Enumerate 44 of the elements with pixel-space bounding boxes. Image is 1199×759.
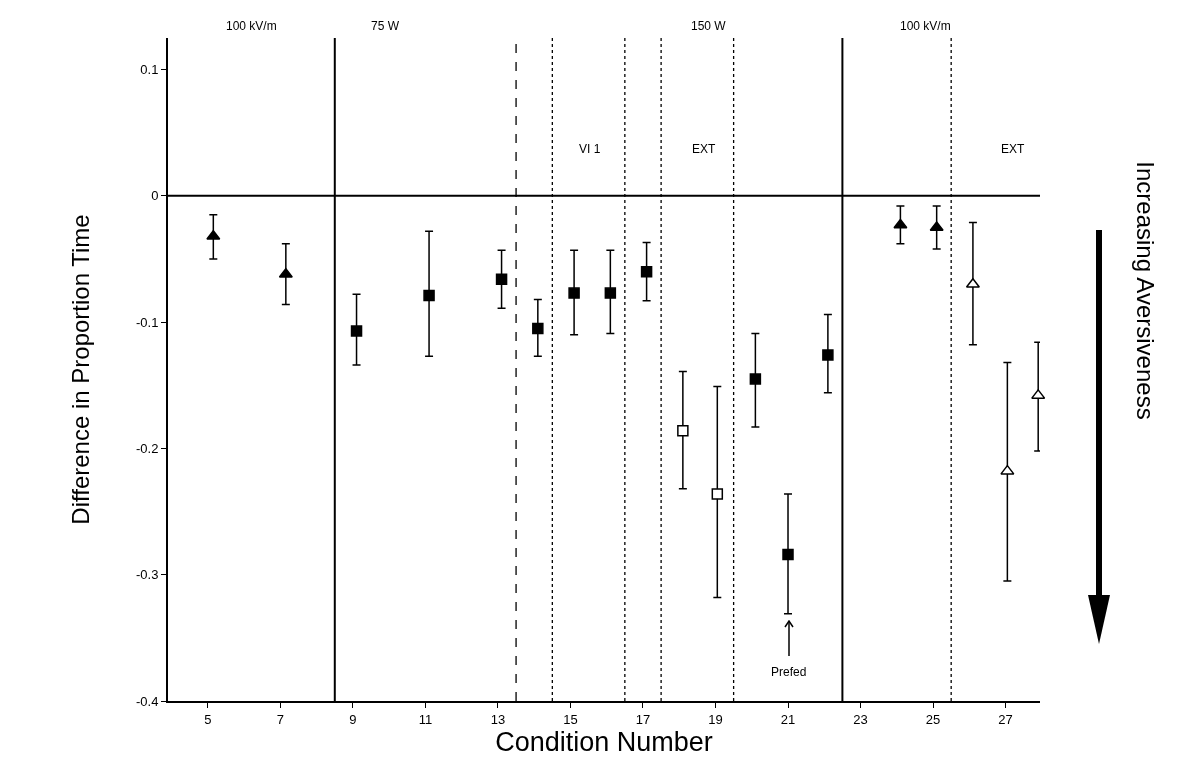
annotation: EXT bbox=[692, 142, 717, 156]
point bbox=[782, 548, 794, 561]
point bbox=[640, 265, 653, 278]
x-tick-label: 25 bbox=[925, 711, 941, 727]
x-tick-label: 17 bbox=[635, 711, 651, 727]
x-tick-label: 5 bbox=[204, 711, 212, 727]
point bbox=[568, 287, 580, 299]
x-tick-label: 27 bbox=[998, 711, 1013, 727]
x-tick-label: 21 bbox=[780, 711, 796, 727]
point bbox=[278, 267, 293, 278]
x-tick-label: 13 bbox=[490, 711, 506, 727]
annotation: Prefed bbox=[771, 665, 807, 679]
point bbox=[423, 289, 435, 302]
point bbox=[495, 273, 508, 285]
x-axis-title: Condition Number bbox=[495, 726, 713, 757]
text: 150 W bbox=[691, 19, 727, 33]
y-tick-label: -0.4 bbox=[135, 693, 159, 709]
text: 100 kV/m bbox=[226, 19, 277, 33]
x-tick-label: 7 bbox=[276, 711, 285, 727]
x-tick-label: 23 bbox=[853, 711, 868, 727]
x-tick-label: 19 bbox=[708, 711, 723, 727]
x-tick-label: 15 bbox=[563, 711, 578, 727]
y-tick-label: -0.2 bbox=[135, 440, 159, 456]
y-tick-label: -0.1 bbox=[135, 314, 159, 330]
y-tick-label: -0.3 bbox=[135, 567, 159, 583]
point bbox=[822, 349, 834, 361]
annotation: EXT bbox=[1001, 142, 1026, 156]
y-axis-title: Difference in Proportion Time bbox=[66, 214, 94, 525]
point bbox=[711, 488, 724, 500]
point bbox=[350, 325, 363, 337]
point bbox=[677, 425, 689, 437]
text: Increasing Aversiveness bbox=[1131, 161, 1159, 420]
text: 75 W bbox=[371, 19, 400, 33]
point bbox=[1000, 464, 1015, 475]
y-tick-label: 0 bbox=[151, 188, 159, 204]
point bbox=[893, 218, 908, 229]
point bbox=[604, 287, 617, 299]
x-tick-label: 9 bbox=[349, 711, 357, 727]
x-tick-label: 11 bbox=[418, 711, 433, 727]
text: 100 kV/m bbox=[900, 19, 951, 33]
annotation: VI 1 bbox=[579, 142, 601, 156]
y-tick-label: 0.1 bbox=[140, 62, 159, 78]
point bbox=[532, 322, 544, 335]
point bbox=[749, 373, 762, 385]
